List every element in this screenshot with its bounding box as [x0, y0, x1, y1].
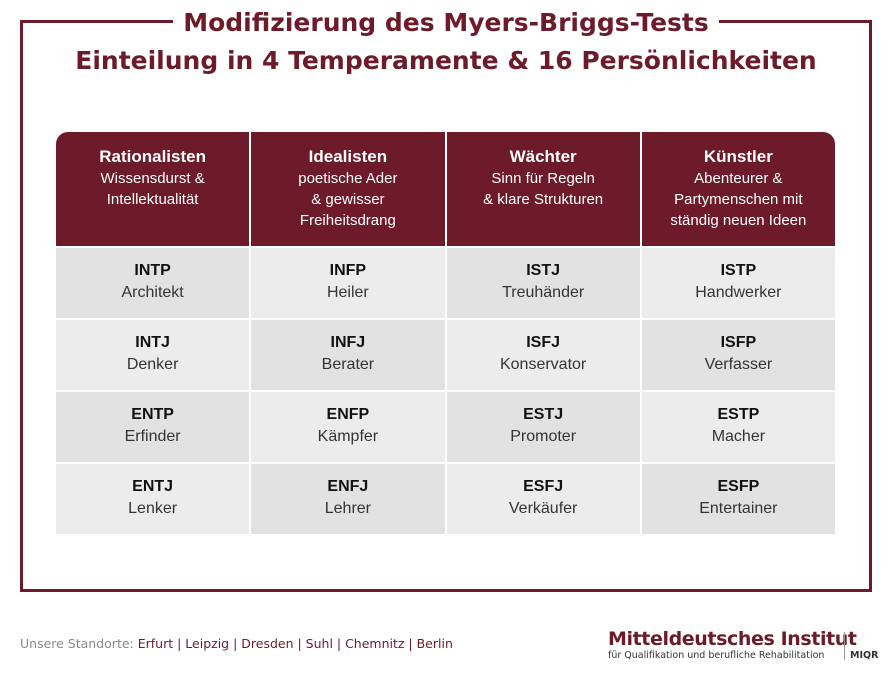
type-cell: ENFP Kämpfer: [251, 392, 447, 462]
header-desc-line: Abenteurer &: [694, 170, 783, 187]
footer-label: Unsere Standorte:: [20, 636, 134, 651]
type-cell: ISTP Handwerker: [641, 248, 835, 318]
table-row: ENTP Erfinder ENFP Kämpfer ESTJ Promoter ES…: [56, 390, 835, 462]
type-cell: ENFJ Lehrer: [251, 464, 447, 534]
type-role: Verfasser: [704, 356, 773, 373]
logo-abbreviation: MIQR: [850, 650, 879, 661]
type-code: ISTJ: [526, 262, 561, 279]
type-code: ESTJ: [523, 406, 564, 423]
header-rationalisten: Rationalisten Wissensdurst & Intellektua…: [56, 132, 252, 246]
header-desc-line: Sinn für Regeln: [491, 170, 595, 187]
type-code: ISFJ: [526, 334, 561, 351]
type-cell: INTJ Denker: [56, 320, 252, 390]
type-code: INTJ: [135, 334, 170, 351]
type-code: ESFP: [717, 478, 760, 495]
header-row: Rationalisten Wissensdurst & Intellektua…: [56, 132, 835, 246]
header-desc-line: Intellektualität: [106, 191, 199, 208]
type-code: ISFP: [720, 334, 757, 351]
type-cell: INTP Architekt: [56, 248, 252, 318]
type-code: ENTJ: [132, 478, 174, 495]
type-code: ENFP: [326, 406, 370, 423]
table-row: INTP Architekt INFP Heiler ISTJ Treuhänder …: [56, 246, 835, 318]
type-code: ENFJ: [327, 478, 369, 495]
type-role: Lehrer: [324, 500, 371, 517]
table-row: ENTJ Lenker ENFJ Lehrer ESFJ Verkäufer ESFP…: [56, 462, 835, 534]
type-code: INTP: [134, 262, 171, 279]
type-role: Handwerker: [695, 284, 782, 301]
header-waechter: Wächter Sinn für Regeln & klare Struktur…: [446, 132, 642, 246]
footer-places: Erfurt | Leipzig | Dresden | Suhl | Chem…: [137, 636, 453, 651]
type-cell: INFP Heiler: [251, 248, 447, 318]
type-role: Konservator: [499, 356, 587, 373]
logo-name: Mitteldeutsches Institut: [608, 628, 857, 650]
header-title: Idealisten: [308, 147, 388, 166]
header-desc-line: ständig neuen Ideen: [670, 212, 807, 229]
type-code: ISTP: [720, 262, 757, 279]
type-code: INFP: [329, 262, 367, 279]
logo-subtitle: für Qualifikation und berufliche Rehabil…: [608, 650, 825, 661]
header-title: Rationalisten: [99, 147, 206, 166]
type-cell: ESTJ Promoter: [446, 392, 642, 462]
type-cell: ESTP Macher: [641, 392, 835, 462]
type-cell: ISTJ Treuhänder: [446, 248, 642, 318]
header-idealisten: Idealisten poetische Ader & gewisser Fre…: [251, 132, 447, 246]
type-role: Architekt: [121, 284, 184, 301]
header-title: Künstler: [703, 147, 773, 166]
type-role: Berater: [321, 356, 375, 373]
header-desc-line: Wissensdurst &: [100, 170, 205, 187]
type-role: Heiler: [326, 284, 369, 301]
type-cell: ESFJ Verkäufer: [446, 464, 642, 534]
type-code: ENTP: [131, 406, 174, 423]
type-code: INFJ: [330, 334, 366, 351]
title-container: Modifizierung des Myers-Briggs-Tests: [0, 6, 892, 39]
type-cell: ISFJ Konservator: [446, 320, 642, 390]
type-role: Promoter: [510, 428, 577, 445]
type-role: Treuhänder: [502, 284, 585, 301]
type-role: Verkäufer: [508, 500, 578, 517]
temperament-table: Rationalisten Wissensdurst & Intellektua…: [56, 132, 835, 534]
type-cell: INFJ Berater: [251, 320, 447, 390]
header-desc-line: Partymenschen mit: [674, 191, 803, 208]
logo-divider: [844, 632, 845, 660]
page-subtitle: Einteilung in 4 Temperamente & 16 Persön…: [75, 46, 817, 75]
type-role: Denker: [126, 356, 179, 373]
type-role: Erfinder: [124, 428, 181, 445]
type-cell: ENTP Erfinder: [56, 392, 252, 462]
header-title: Wächter: [509, 147, 577, 166]
header-desc-line: Freiheitsdrang: [299, 212, 396, 229]
table-row: INTJ Denker INFJ Berater ISFJ Konservator I…: [56, 318, 835, 390]
header-desc-line: & gewisser: [311, 191, 385, 208]
type-role: Macher: [711, 428, 766, 445]
type-cell: ESFP Entertainer: [641, 464, 835, 534]
header-desc-line: poetische Ader: [298, 170, 398, 187]
type-role: Entertainer: [699, 500, 778, 517]
type-role: Lenker: [128, 500, 178, 517]
type-cell: ENTJ Lenker: [56, 464, 252, 534]
page-title: Modifizierung des Myers-Briggs-Tests: [173, 6, 719, 39]
header-desc-line: & klare Strukturen: [483, 191, 604, 208]
footer-locations: Unsere Standorte: Erfurt | Leipzig | Dre…: [20, 636, 453, 651]
type-code: ESTP: [717, 406, 760, 423]
institute-logo: Mitteldeutsches Institut für Qualifikati…: [608, 628, 878, 664]
type-code: ESFJ: [523, 478, 564, 495]
header-kuenstler: Künstler Abenteurer & Partymenschen mit …: [641, 132, 835, 246]
type-role: Kämpfer: [317, 428, 379, 445]
type-cell: ISFP Verfasser: [641, 320, 835, 390]
